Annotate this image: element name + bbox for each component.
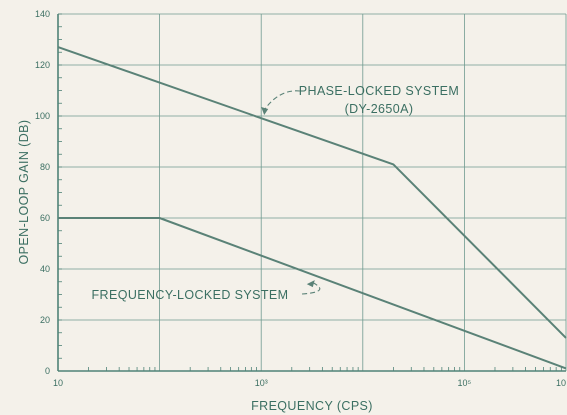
y-tick-label: 120 <box>35 60 50 70</box>
annotation-leader <box>263 90 301 111</box>
series-group <box>57 46 567 370</box>
annotation-arrowhead <box>261 107 269 115</box>
x-tick-label: 10³ <box>255 378 268 388</box>
x-tick-label: 10⁵ <box>458 378 472 388</box>
annotation-phase-locked: (DY-2650A) <box>345 102 414 116</box>
x-axis-title: FREQUENCY (CPS) <box>251 399 373 413</box>
annotation-frequency-locked: FREQUENCY-LOCKED SYSTEM <box>92 288 289 302</box>
y-tick-label: 40 <box>40 264 50 274</box>
y-tick-label: 20 <box>40 315 50 325</box>
series-line-frequency-locked <box>58 217 567 370</box>
series-line-phase-locked <box>57 46 567 339</box>
tick-labels: 0 20 40 60 80 100 120 140 10 10³ 10⁵ 10 <box>35 9 566 388</box>
y-tick-label: 140 <box>35 9 50 19</box>
x-tick-label: 10 <box>556 378 566 388</box>
y-tick-label: 100 <box>35 111 50 121</box>
y-tick-label: 80 <box>40 162 50 172</box>
y-tick-label: 0 <box>45 366 50 376</box>
axes <box>57 13 566 372</box>
y-tick-label: 60 <box>40 213 50 223</box>
annotation-leader <box>301 281 321 295</box>
annotations: PHASE-LOCKED SYSTEM (DY-2650A) FREQUENCY-L… <box>92 84 459 302</box>
x-tick-label: 10 <box>53 378 63 388</box>
grid <box>57 13 567 372</box>
annotation-arrowhead <box>306 280 315 288</box>
annotation-phase-locked: PHASE-LOCKED SYSTEM <box>299 84 459 98</box>
y-axis-title: OPEN-LOOP GAIN (DB) <box>17 120 31 265</box>
